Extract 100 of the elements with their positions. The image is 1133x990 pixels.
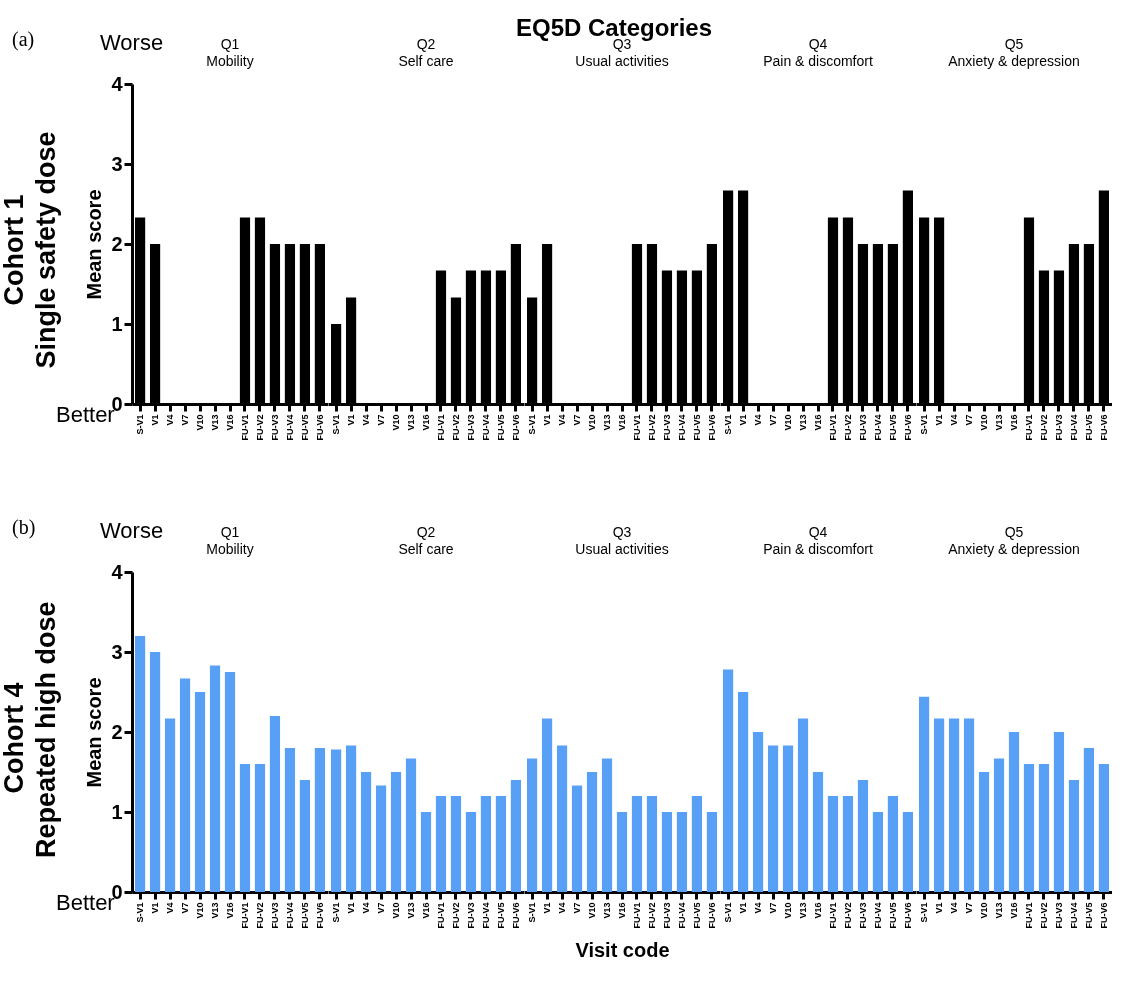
bar <box>706 812 717 892</box>
x-tick-label: FU-V1 <box>1023 414 1034 441</box>
x-tick-label: FU-V4 <box>676 414 687 441</box>
y-tick-label: 2 <box>111 232 123 255</box>
bar <box>1098 764 1109 892</box>
x-tick-label: V7 <box>768 902 779 914</box>
x-tick-label: FU-V2 <box>254 414 265 441</box>
x-tick-label: FU-V4 <box>872 902 883 929</box>
bar <box>375 785 387 892</box>
x-tick-label: FU-V5 <box>495 414 506 441</box>
text: Cohort 1 <box>0 193 30 308</box>
x-tick-label: V16 <box>421 902 431 919</box>
x-tick-label: FU-V3 <box>661 902 672 929</box>
x-tick-label: V1 <box>738 414 749 426</box>
x-tick-label: V13 <box>406 902 417 919</box>
x-tick-label: S-V1 <box>723 902 734 923</box>
bar <box>465 812 477 892</box>
bar <box>737 692 749 892</box>
chart-title: Q2 <box>415 36 437 53</box>
chart-subtitle: Mobility <box>206 53 254 70</box>
chart-title: Q4 <box>807 524 829 541</box>
x-tick-label: FU-V3 <box>269 414 280 441</box>
x-tick-label: FU-V6 <box>1098 902 1109 929</box>
x-tick-label: V10 <box>979 902 990 919</box>
bar <box>1083 748 1095 892</box>
x-tick-label: FU-V3 <box>269 902 280 929</box>
x-tick-label: V10 <box>587 414 598 431</box>
x-tick-label: FU-V5 <box>887 414 898 441</box>
x-tick-label: V16 <box>1009 902 1019 919</box>
x-tick-label: FU-V1 <box>827 414 838 441</box>
x-tick-label: V1 <box>150 902 161 914</box>
bar <box>723 669 734 892</box>
x-tick-label: V4 <box>165 902 176 914</box>
y-axis-title: Mean score <box>83 189 106 300</box>
x-tick-label: S-V1 <box>135 902 146 923</box>
bar <box>239 764 251 892</box>
x-tick-label: FU-V3 <box>1053 902 1064 929</box>
x-tick-label: FU-V3 <box>1053 414 1064 441</box>
x-tick-label: FU-V6 <box>706 902 717 929</box>
chart-title: Q1 <box>219 524 241 541</box>
bar <box>480 796 492 892</box>
text: Worse <box>100 30 164 56</box>
bar <box>812 772 824 892</box>
x-tick-label: FU-V5 <box>1083 902 1094 929</box>
x-tick-label: FU-V4 <box>676 902 687 929</box>
bar <box>209 665 221 892</box>
x-tick-label: V13 <box>602 414 613 431</box>
bar <box>1008 732 1020 892</box>
bar <box>586 772 598 892</box>
x-tick-label: FU-V6 <box>1098 414 1109 441</box>
x-tick-label: FU-V3 <box>857 414 868 441</box>
bar <box>495 796 507 892</box>
x-tick-label: FU-V6 <box>902 902 913 929</box>
chart-subtitle: Anxiety & depression <box>948 541 1080 558</box>
x-tick-label: V13 <box>994 414 1005 431</box>
x-tick-label: V1 <box>346 414 357 426</box>
bar <box>1068 780 1080 892</box>
x-tick-label: FU-V5 <box>691 414 702 441</box>
x-tick-label: V13 <box>602 902 613 919</box>
x-tick-label: V16 <box>421 414 431 431</box>
x-tick-label: FU-V2 <box>254 902 265 929</box>
bar <box>1023 764 1035 892</box>
chart-subtitle: Anxiety & depression <box>948 53 1080 70</box>
x-tick-label: FU-V4 <box>872 414 883 441</box>
bar <box>948 718 960 892</box>
bar <box>919 696 930 892</box>
text: Single safety dose <box>30 130 62 370</box>
x-tick-label: FU-V6 <box>902 414 913 441</box>
bar <box>676 812 688 892</box>
bar <box>601 758 613 892</box>
bar <box>179 678 191 892</box>
chart-subtitle: Usual activities <box>575 541 669 558</box>
x-tick-label: FU-V2 <box>646 902 657 929</box>
x-tick-label: V16 <box>813 902 823 919</box>
x-tick-label: FU-V3 <box>661 414 672 441</box>
x-tick-label: FU-V4 <box>1068 902 1079 929</box>
x-tick-label: FU-V3 <box>465 902 476 929</box>
x-tick-label: V4 <box>557 414 568 426</box>
x-tick-label: FU-V2 <box>646 414 657 441</box>
x-axis-title: Visit code <box>575 938 670 961</box>
x-tick-label: V1 <box>542 902 553 914</box>
x-tick-label: FU-V6 <box>706 414 717 441</box>
bar <box>269 716 281 892</box>
bar <box>872 812 884 892</box>
bar <box>314 748 325 892</box>
x-tick-label: FU-V1 <box>631 902 642 929</box>
bar <box>345 745 357 892</box>
x-tick-label: S-V1 <box>331 902 342 923</box>
x-tick-label: FU-V2 <box>450 414 461 441</box>
x-tick-label: FU-V2 <box>842 414 853 441</box>
bar <box>902 812 913 892</box>
x-tick-label: FU-V6 <box>510 902 521 929</box>
x-tick-label: V13 <box>210 902 221 919</box>
x-tick-label: FU-V5 <box>299 902 310 929</box>
x-tick-label: V1 <box>346 902 357 914</box>
bar <box>510 780 521 892</box>
x-tick-label: V10 <box>391 902 402 919</box>
bar <box>541 718 553 892</box>
x-tick-label: V4 <box>165 414 176 426</box>
x-tick-label: V16 <box>813 414 823 431</box>
